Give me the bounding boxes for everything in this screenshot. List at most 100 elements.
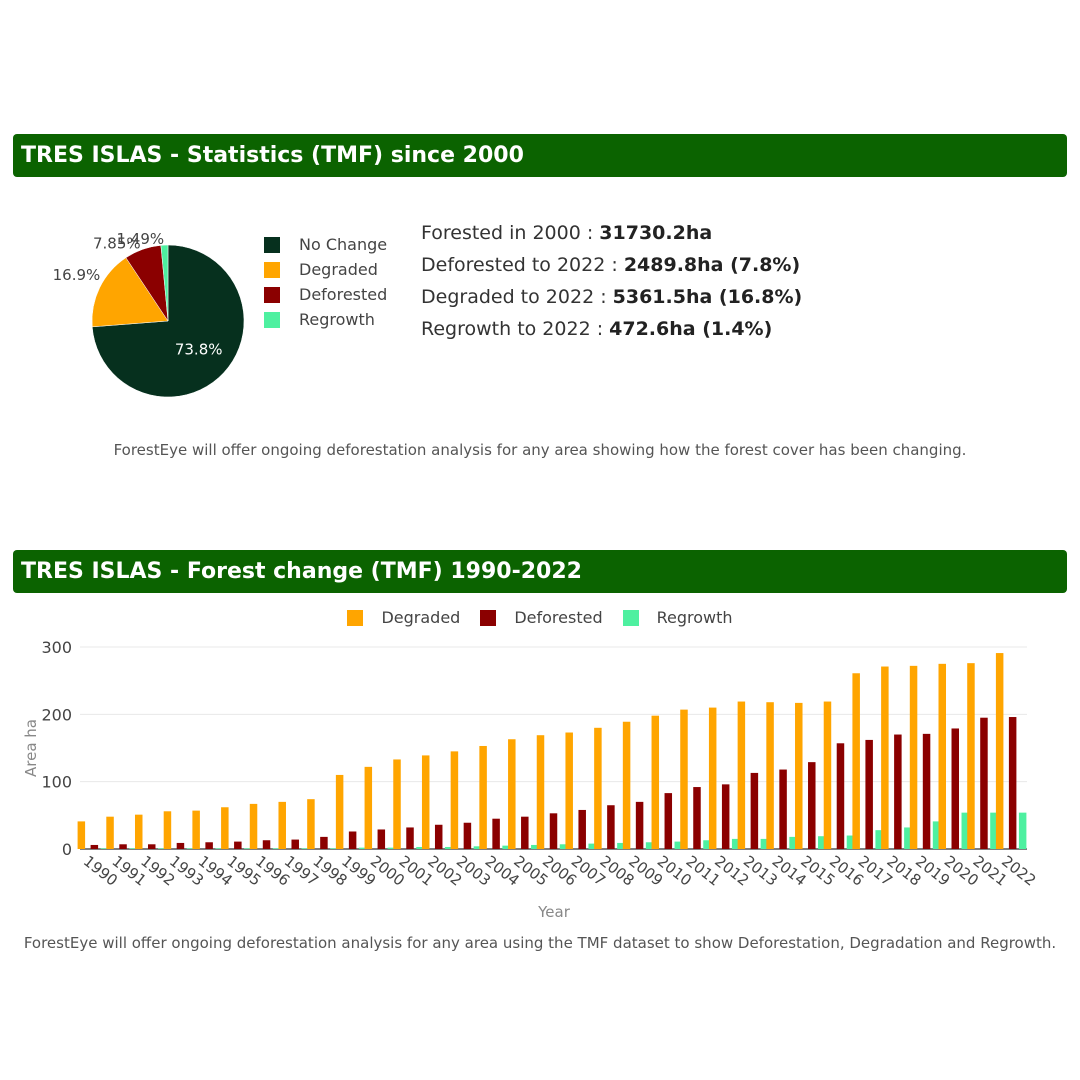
- bar-regrowth-2007[interactable]: [588, 843, 596, 849]
- bar-regrowth-2006[interactable]: [559, 844, 568, 849]
- legend-item-regrowth[interactable]: Regrowth: [264, 307, 387, 332]
- bar-deforested-1998[interactable]: [320, 836, 328, 849]
- bar-deforested-2015[interactable]: [808, 762, 816, 849]
- legend-item-no-change[interactable]: No Change: [264, 232, 387, 257]
- bar-degraded-2013[interactable]: [737, 701, 746, 849]
- bar-regrowth-2000[interactable]: [387, 847, 396, 849]
- legend-item-degraded[interactable]: Degraded: [264, 257, 387, 282]
- bar-regrowth-1995[interactable]: [244, 848, 252, 849]
- bar-degraded-2001[interactable]: [393, 759, 401, 849]
- bar-deforested-2020[interactable]: [951, 728, 960, 849]
- bar-degraded-1995[interactable]: [221, 807, 229, 849]
- bar-regrowth-2009[interactable]: [645, 842, 654, 849]
- bar-deforested-2019[interactable]: [922, 733, 931, 849]
- bar-deforested-1991[interactable]: [119, 844, 127, 849]
- bar-regrowth-2013[interactable]: [760, 838, 769, 849]
- bar-degraded-2009[interactable]: [622, 721, 631, 849]
- bar-degraded-2022[interactable]: [995, 653, 1004, 849]
- bar-deforested-2009[interactable]: [635, 801, 644, 849]
- bar-deforested-2022[interactable]: [1008, 717, 1017, 849]
- bar-regrowth-2002[interactable]: [444, 846, 453, 849]
- bar-deforested-2016[interactable]: [836, 743, 845, 849]
- bar-degraded-1992[interactable]: [134, 814, 143, 849]
- bar-regrowth-2008[interactable]: [617, 842, 625, 849]
- bar-deforested-1993[interactable]: [176, 842, 185, 849]
- pie-slice-regrowth[interactable]: [160, 244, 169, 322]
- bar-deforested-2018[interactable]: [894, 734, 902, 849]
- bar-regrowth-1996[interactable]: [272, 848, 281, 849]
- bar-degraded-2016[interactable]: [823, 701, 832, 849]
- bar-degraded-2015[interactable]: [795, 702, 803, 849]
- bar-regrowth-1993[interactable]: [186, 848, 195, 849]
- bar-degraded-2014[interactable]: [766, 702, 774, 849]
- bar-deforested-1995[interactable]: [234, 841, 242, 849]
- bar-regrowth-2015[interactable]: [818, 836, 826, 849]
- bar-regrowth-2020[interactable]: [961, 812, 970, 849]
- bar-regrowth-2021[interactable]: [990, 812, 998, 849]
- bar-degraded-2000[interactable]: [364, 766, 373, 849]
- bar-regrowth-2001[interactable]: [416, 846, 424, 849]
- bar-degraded-2002[interactable]: [421, 755, 430, 849]
- bar-deforested-2004[interactable]: [492, 818, 500, 849]
- bar-regrowth-2018[interactable]: [904, 827, 912, 849]
- bar-deforested-2017[interactable]: [865, 739, 873, 849]
- bar-regrowth-2014[interactable]: [789, 836, 797, 849]
- bar-degraded-1990[interactable]: [77, 821, 86, 849]
- bar-degraded-1999[interactable]: [335, 774, 344, 849]
- bar-deforested-2013[interactable]: [750, 772, 759, 849]
- bar-degraded-1993[interactable]: [163, 811, 172, 849]
- bar-regrowth-1998[interactable]: [330, 848, 338, 849]
- bar-deforested-2005[interactable]: [521, 816, 529, 849]
- bar-deforested-1996[interactable]: [262, 840, 271, 849]
- bar-deforested-1992[interactable]: [147, 844, 156, 849]
- bar-regrowth-2012[interactable]: [731, 838, 740, 849]
- bar-deforested-2002[interactable]: [434, 824, 443, 849]
- bar-degraded-1998[interactable]: [307, 799, 315, 849]
- bar-deforested-2021[interactable]: [980, 717, 988, 849]
- bar-regrowth-2004[interactable]: [502, 845, 510, 849]
- bar-regrowth-1997[interactable]: [301, 848, 309, 849]
- bar-regrowth-1991[interactable]: [129, 848, 137, 849]
- bar-degraded-2003[interactable]: [450, 751, 459, 849]
- bar-deforested-1999[interactable]: [348, 831, 357, 849]
- legend-item-deforested[interactable]: Deforested: [264, 282, 387, 307]
- bar-degraded-2020[interactable]: [938, 663, 947, 849]
- bar-regrowth-1999[interactable]: [358, 847, 367, 849]
- bar-degraded-2012[interactable]: [708, 707, 717, 849]
- bar-regrowth-2011[interactable]: [703, 840, 711, 849]
- bar-deforested-2014[interactable]: [779, 769, 787, 849]
- bar-regrowth-2022[interactable]: [1018, 812, 1027, 849]
- bar-degraded-1997[interactable]: [278, 801, 286, 849]
- bar-deforested-2012[interactable]: [721, 784, 730, 849]
- bar-regrowth-2005[interactable]: [531, 844, 539, 849]
- bar-regrowth-1994[interactable]: [215, 848, 223, 849]
- bar-regrowth-2016[interactable]: [846, 835, 855, 849]
- bar-degraded-2006[interactable]: [536, 735, 545, 849]
- bar-degraded-2017[interactable]: [852, 673, 860, 849]
- bar-degraded-2019[interactable]: [909, 665, 918, 849]
- bar-legend-item-deforested[interactable]: Deforested: [480, 608, 603, 627]
- pie-slice-degraded[interactable]: [91, 257, 169, 328]
- bar-deforested-2003[interactable]: [463, 822, 472, 849]
- bar-regrowth-2017[interactable]: [875, 830, 883, 849]
- bar-degraded-2011[interactable]: [680, 709, 688, 849]
- bar-degraded-2010[interactable]: [651, 715, 660, 849]
- bar-deforested-2006[interactable]: [549, 813, 558, 849]
- bar-deforested-2008[interactable]: [607, 805, 615, 849]
- bar-regrowth-1992[interactable]: [157, 848, 166, 849]
- bar-degraded-1994[interactable]: [192, 810, 200, 849]
- bar-deforested-2010[interactable]: [664, 793, 673, 849]
- bar-degraded-1996[interactable]: [249, 803, 258, 849]
- bar-deforested-1990[interactable]: [90, 844, 99, 849]
- bar-degraded-2007[interactable]: [565, 732, 573, 849]
- bar-regrowth-2019[interactable]: [932, 821, 941, 849]
- bar-deforested-2011[interactable]: [693, 787, 701, 849]
- bar-degraded-2008[interactable]: [594, 727, 602, 849]
- bar-deforested-2001[interactable]: [406, 827, 414, 849]
- bar-regrowth-1990[interactable]: [100, 848, 109, 849]
- bar-degraded-1991[interactable]: [106, 816, 114, 849]
- bar-legend-item-degraded[interactable]: Degraded: [347, 608, 460, 627]
- bar-regrowth-2010[interactable]: [674, 841, 683, 849]
- bar-degraded-2021[interactable]: [967, 663, 975, 849]
- bar-degraded-2018[interactable]: [881, 666, 889, 849]
